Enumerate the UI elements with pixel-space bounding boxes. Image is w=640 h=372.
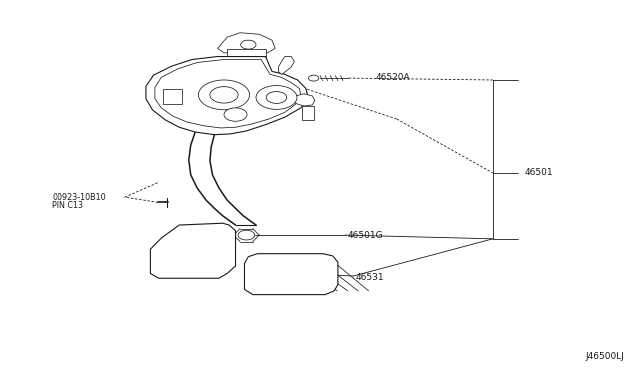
Text: PIN C13: PIN C13 xyxy=(52,201,83,210)
Polygon shape xyxy=(150,223,236,278)
Text: 00923-10B10: 00923-10B10 xyxy=(52,193,106,202)
Polygon shape xyxy=(163,89,182,104)
Polygon shape xyxy=(218,33,275,53)
Polygon shape xyxy=(302,106,314,120)
Text: 46531: 46531 xyxy=(355,273,384,282)
Circle shape xyxy=(241,40,256,49)
Text: 46520A: 46520A xyxy=(376,73,410,82)
Circle shape xyxy=(266,92,287,103)
Polygon shape xyxy=(146,57,308,135)
Circle shape xyxy=(308,75,319,81)
Text: J46500LJ: J46500LJ xyxy=(585,352,624,361)
Polygon shape xyxy=(155,60,301,128)
Polygon shape xyxy=(296,94,315,106)
Circle shape xyxy=(256,86,297,109)
Circle shape xyxy=(224,108,247,121)
Circle shape xyxy=(198,80,250,110)
Polygon shape xyxy=(227,49,266,57)
Polygon shape xyxy=(244,254,338,295)
Circle shape xyxy=(210,87,238,103)
Text: 46501: 46501 xyxy=(525,169,554,177)
Circle shape xyxy=(238,230,255,240)
Polygon shape xyxy=(278,57,294,74)
Text: 46501G: 46501G xyxy=(348,231,383,240)
